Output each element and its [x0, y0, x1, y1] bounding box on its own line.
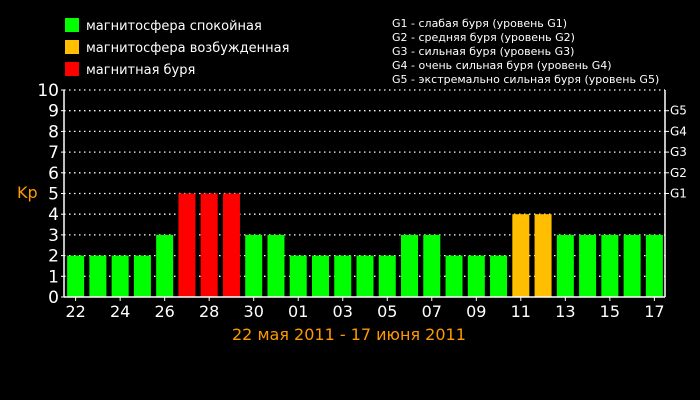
kp-bar	[334, 255, 352, 297]
y-tick-label: 1	[48, 267, 59, 287]
right-tick-label: G1	[670, 187, 687, 201]
kp-bar	[378, 255, 396, 297]
storm-level-g4: G4 - очень сильная буря (уровень G4)	[392, 59, 612, 72]
legend-swatch-active	[65, 40, 79, 54]
kp-bar	[289, 255, 307, 297]
y-tick-label: 10	[37, 81, 59, 101]
kp-bar	[601, 234, 619, 297]
y-axis-label: Kp	[17, 183, 38, 202]
x-tick-label: 30	[244, 302, 264, 321]
legend-label-active: магнитосфера возбужденная	[86, 41, 289, 56]
storm-levels-list: G1 - слабая буря (уровень G1) G2 - средн…	[392, 17, 659, 86]
x-tick-label: 11	[511, 302, 531, 321]
x-tick-label: 09	[466, 302, 486, 321]
bars	[67, 193, 663, 297]
kp-bar	[623, 234, 641, 297]
x-tick-label: 05	[377, 302, 397, 321]
y-tick-label: 6	[48, 164, 59, 184]
x-tick-label: 01	[288, 302, 308, 321]
right-tick-label: G2	[670, 166, 687, 180]
legend-swatch-quiet	[65, 18, 79, 32]
kp-bar	[490, 255, 508, 297]
kp-bar	[512, 214, 530, 297]
kp-bar	[245, 234, 263, 297]
y-tick-label: 3	[48, 226, 59, 246]
kp-bar	[222, 193, 240, 297]
kp-bar	[156, 234, 174, 297]
x-tick-label: 13	[555, 302, 575, 321]
legend-swatch-storm	[65, 62, 79, 76]
kp-bar	[423, 234, 441, 297]
x-tick-label: 07	[422, 302, 442, 321]
storm-level-g3: G3 - сильная буря (уровень G3)	[392, 45, 574, 58]
right-tick-label: G5	[670, 104, 687, 118]
y-tick-label: 9	[48, 102, 59, 122]
kp-bar	[111, 255, 129, 297]
kp-bar	[579, 234, 597, 297]
kp-bar	[267, 234, 285, 297]
legend: магнитосфера спокойная магнитосфера возб…	[65, 18, 289, 78]
kp-bar	[67, 255, 85, 297]
kp-bar	[133, 255, 151, 297]
x-axis-ticks: 22 24 26 28 30 01 03 05 07 09 11 13 15 17	[65, 297, 665, 321]
y-tick-label: 8	[48, 122, 59, 142]
kp-bar	[178, 193, 196, 297]
kp-bar	[89, 255, 107, 297]
right-axis-ticks: G1 G2 G3 G4 G5	[665, 104, 687, 201]
x-tick-label: 28	[199, 302, 219, 321]
x-tick-label: 17	[644, 302, 664, 321]
x-tick-label: 26	[154, 302, 174, 321]
right-tick-label: G4	[670, 124, 687, 138]
kp-bar	[311, 255, 329, 297]
x-tick-label: 22	[65, 302, 85, 321]
legend-label-storm: магнитная буря	[86, 63, 195, 78]
date-range-label: 22 мая 2011 - 17 июня 2011	[232, 325, 466, 344]
kp-bar	[356, 255, 374, 297]
x-tick-label: 15	[600, 302, 620, 321]
y-tick-label: 5	[48, 185, 59, 205]
y-tick-label: 2	[48, 247, 59, 267]
legend-label-quiet: магнитосфера спокойная	[86, 19, 262, 34]
kp-bar	[401, 234, 419, 297]
kp-bar	[534, 214, 552, 297]
storm-level-g1: G1 - слабая буря (уровень G1)	[392, 17, 567, 30]
x-tick-label: 03	[333, 302, 353, 321]
right-tick-label: G3	[670, 145, 687, 159]
y-tick-label: 0	[48, 288, 59, 308]
storm-level-g2: G2 - средняя буря (уровень G2)	[392, 31, 575, 44]
storm-level-g5: G5 - экстремально сильная буря (уровень …	[392, 73, 659, 86]
kp-bar	[467, 255, 485, 297]
y-tick-label: 4	[48, 205, 59, 225]
kp-bar	[200, 193, 218, 297]
x-tick-label: 24	[110, 302, 130, 321]
kp-bar	[645, 234, 663, 297]
grid-lines	[64, 89, 665, 277]
kp-bar	[445, 255, 463, 297]
y-tick-label: 7	[48, 143, 59, 163]
kp-bar	[556, 234, 574, 297]
